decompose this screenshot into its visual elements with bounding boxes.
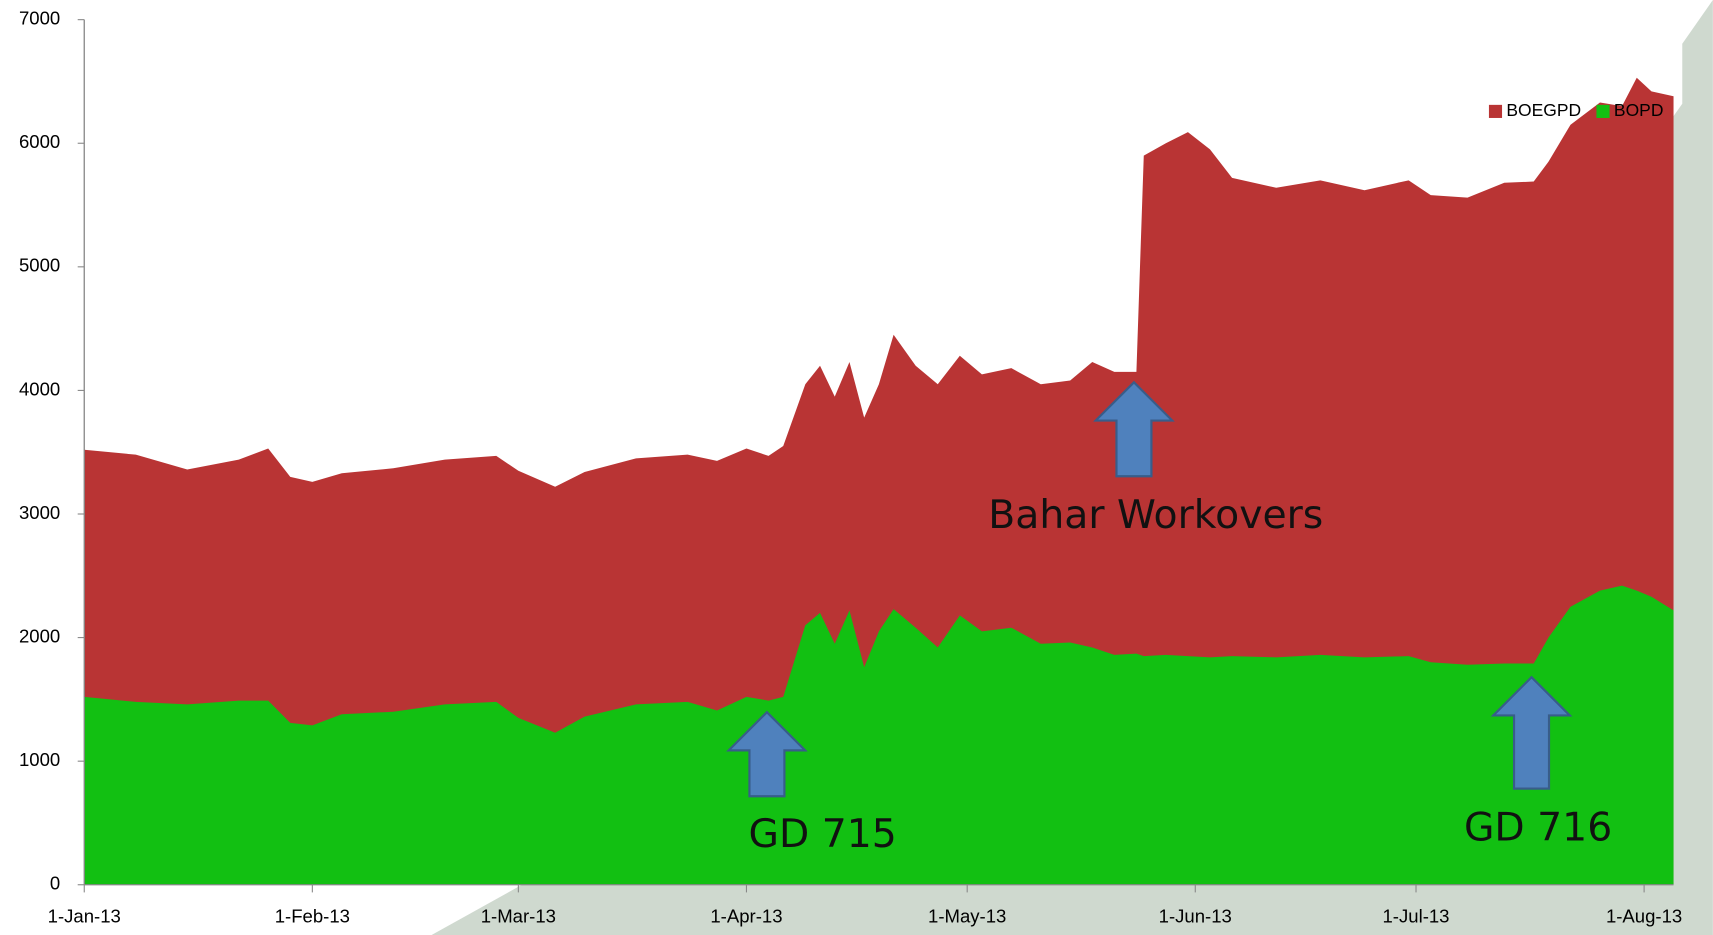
y-tick-label: 7000	[19, 8, 60, 29]
legend-swatch	[1488, 104, 1503, 118]
y-tick-label: 0	[50, 873, 60, 894]
arrow-gd716	[1490, 675, 1573, 790]
legend-label: BOPD	[1614, 100, 1664, 120]
arrows	[726, 380, 1573, 798]
annotation: GD 715	[748, 812, 896, 857]
x-tick-label: 1-Apr-13	[710, 905, 782, 926]
arrow-bahar	[1093, 380, 1175, 478]
annotation: GD 716	[1464, 806, 1612, 851]
y-tick-label: 6000	[19, 131, 60, 152]
arrow-gd715	[726, 710, 808, 798]
plot-area	[84, 77, 1674, 885]
x-tick-label: 1-Jun-13	[1159, 905, 1232, 926]
y-tick-label: 2000	[19, 625, 60, 646]
y-tick-label: 5000	[19, 255, 60, 276]
x-tick-label: 1-May-13	[928, 905, 1006, 926]
y-tick-label: 4000	[19, 378, 60, 399]
x-tick-label: 1-Feb-13	[275, 905, 350, 926]
legend-label: BOEGPD	[1506, 100, 1581, 120]
area	[84, 585, 1674, 885]
y-tick-label: 1000	[19, 749, 60, 770]
x-tick-label: 1-Aug-13	[1606, 905, 1682, 926]
annotation: Bahar Workovers	[988, 493, 1323, 538]
y-tick-label: 3000	[19, 502, 60, 523]
x-tick-label: 1-Jan-13	[48, 905, 121, 926]
x-tick-label: 1-Mar-13	[481, 905, 556, 926]
legend-swatch	[1596, 104, 1610, 118]
x-tick-label: 1-Jul-13	[1383, 905, 1450, 926]
